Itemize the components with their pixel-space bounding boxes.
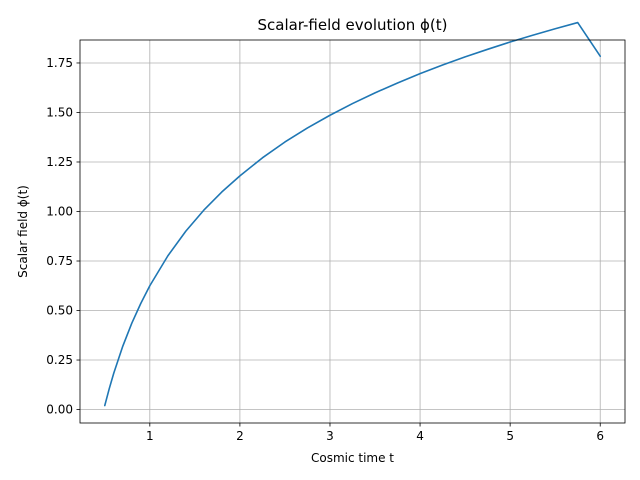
axes-frame xyxy=(79,39,626,424)
series-line-0 xyxy=(103,21,602,407)
y-tick-label: 0.75 xyxy=(46,254,73,268)
y-tick-label: 1.25 xyxy=(46,155,73,169)
y-axis-label: Scalar field ϕ(t) xyxy=(16,185,30,278)
chart-title: Scalar-field evolution ϕ(t) xyxy=(257,16,447,34)
x-tick-label: 4 xyxy=(416,429,424,443)
series-layer xyxy=(103,21,602,407)
y-tick-label: 1.75 xyxy=(46,56,73,70)
x-tick-label: 3 xyxy=(326,429,334,443)
grid xyxy=(80,40,625,423)
x-tick-label: 6 xyxy=(596,429,604,443)
x-axis-label: Cosmic time t xyxy=(311,451,394,465)
x-tick-label: 2 xyxy=(236,429,244,443)
y-tick-label: 0.25 xyxy=(46,353,73,367)
y-tick-label: 0.00 xyxy=(46,403,73,417)
y-tick-label: 0.50 xyxy=(46,304,73,318)
y-tick-label: 1.00 xyxy=(46,204,73,218)
y-tick-label: 1.50 xyxy=(46,105,73,119)
x-tick-label: 5 xyxy=(506,429,514,443)
x-tick-label: 1 xyxy=(146,429,154,443)
ticks: 1 2 3 4 5 6 0.00 0.25 0.50 0.75 1.00 1.25 1.50 1.75 xyxy=(46,56,604,443)
